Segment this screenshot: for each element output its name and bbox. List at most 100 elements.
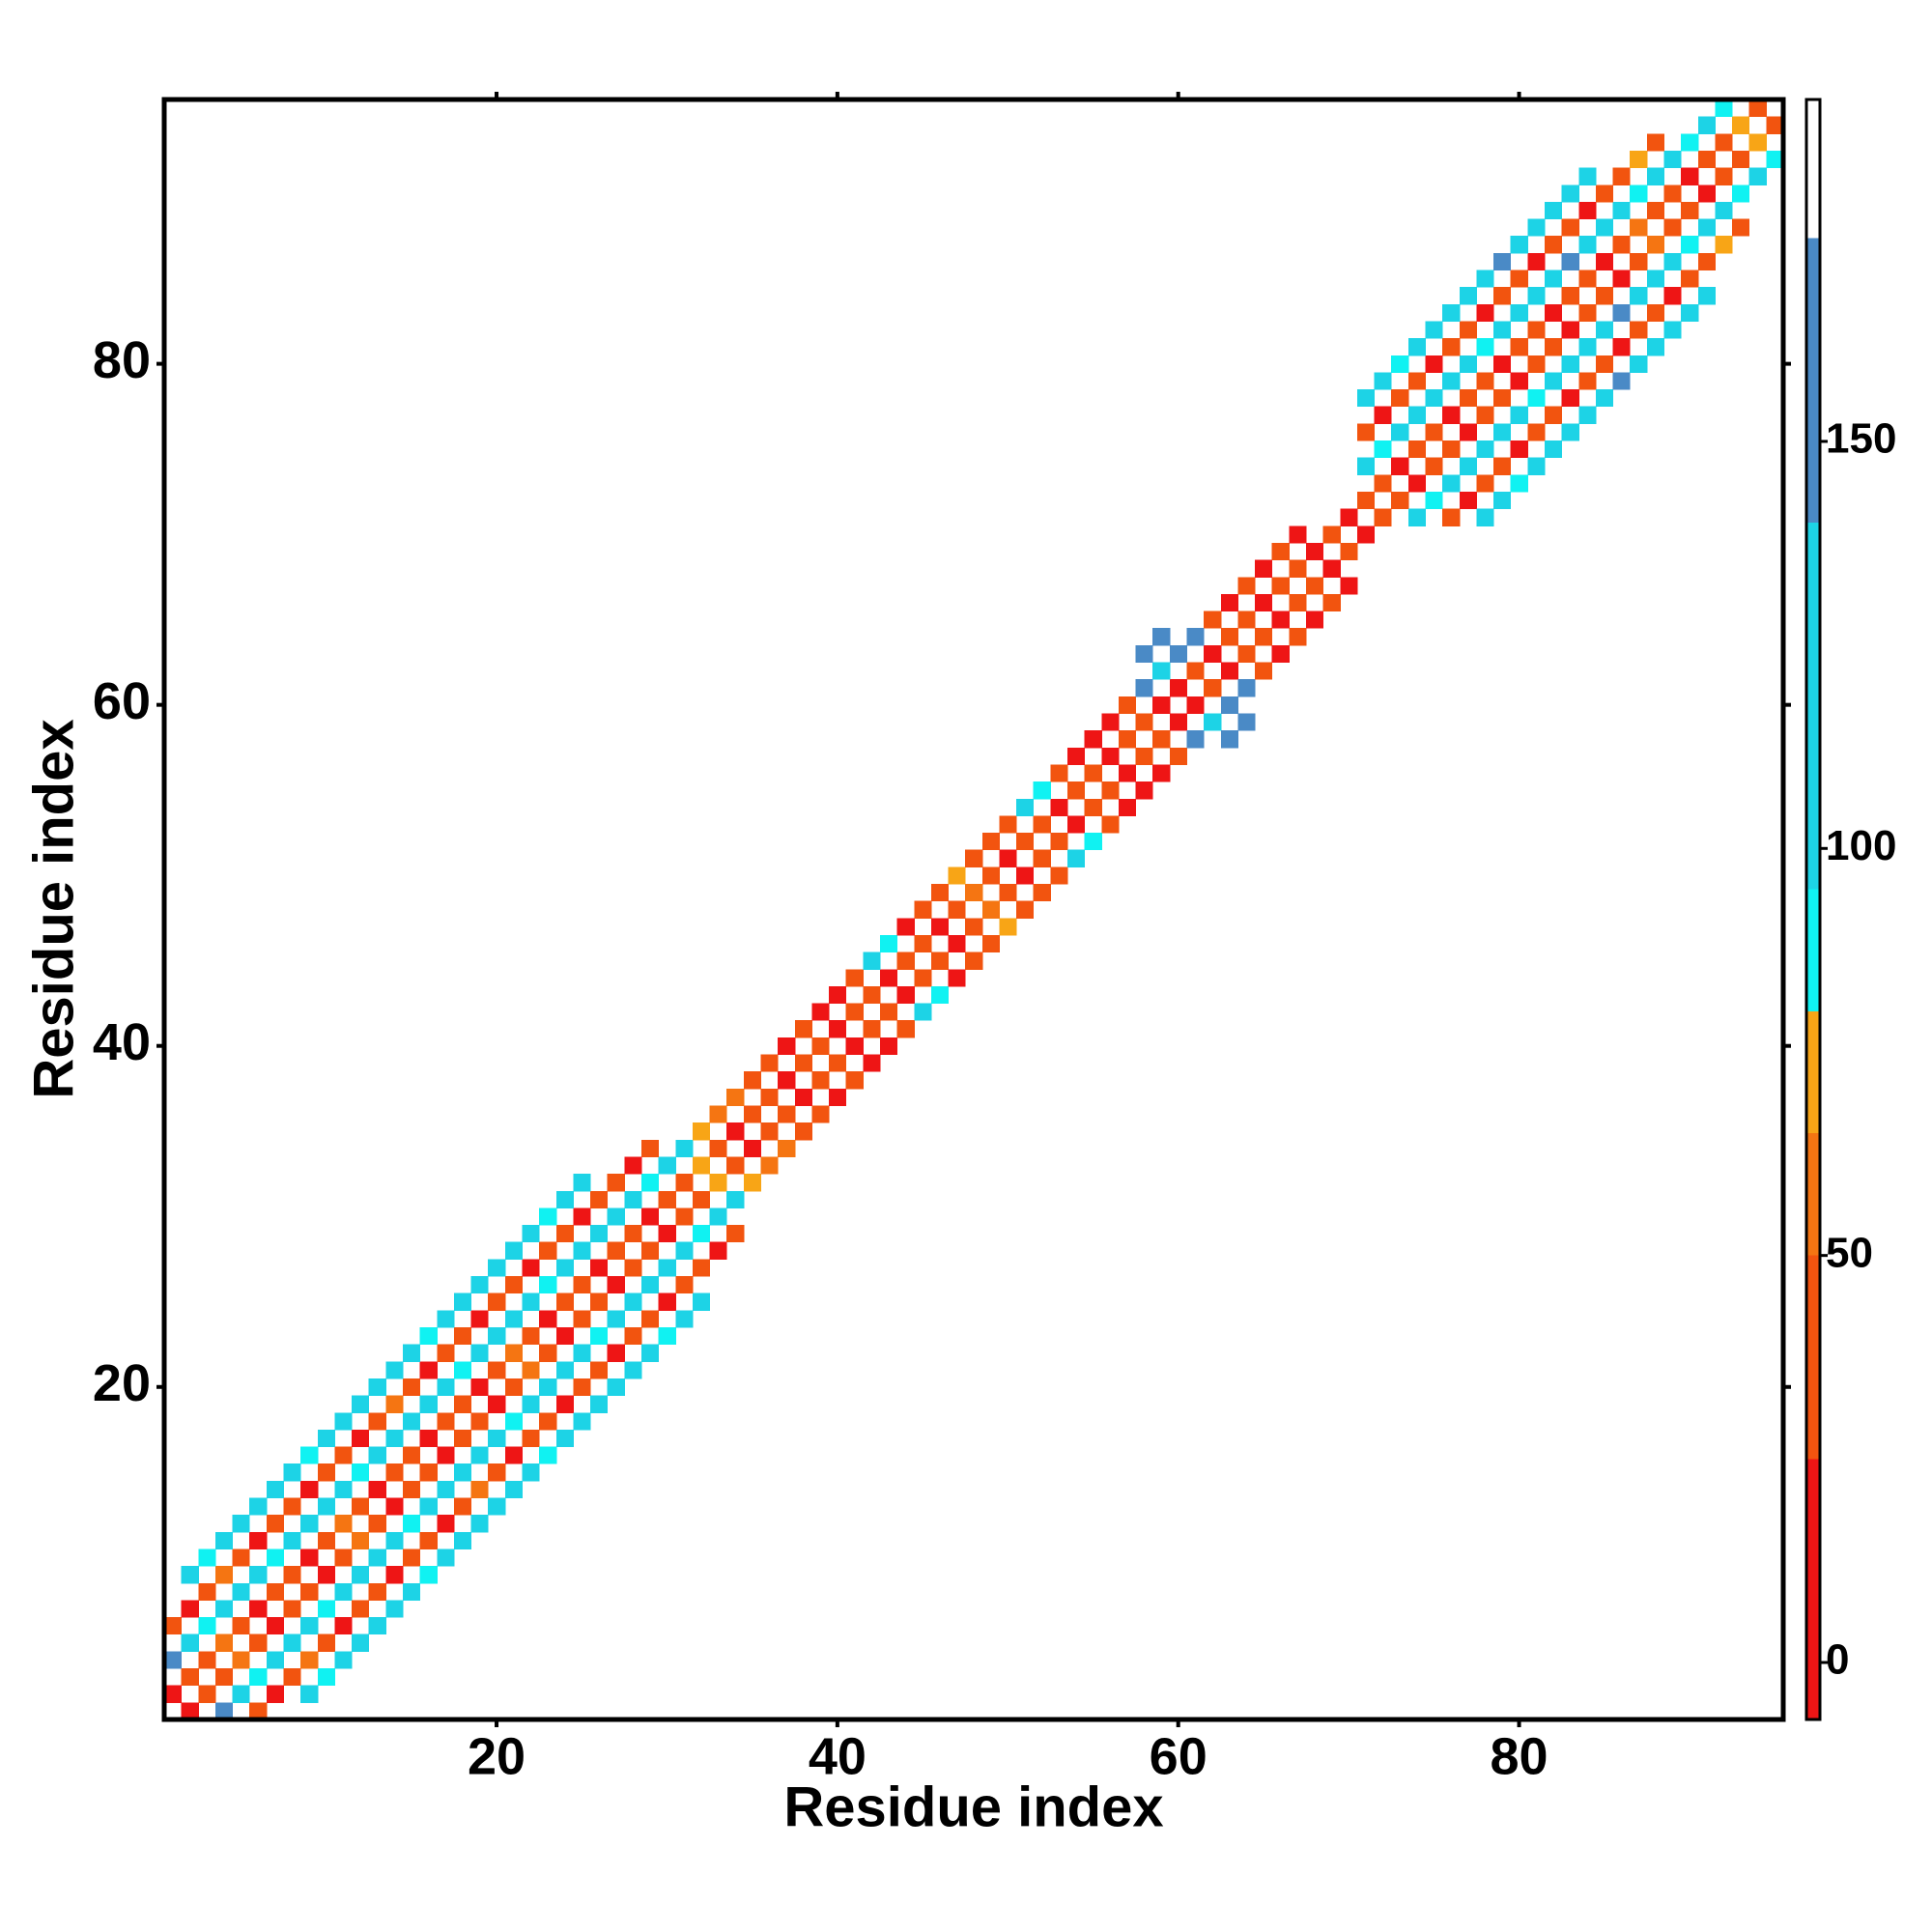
heatmap-cell xyxy=(539,1412,557,1431)
heatmap-cell xyxy=(829,1020,847,1038)
heatmap-cell xyxy=(1204,644,1222,664)
heatmap-cell xyxy=(658,1259,676,1277)
heatmap-cell xyxy=(1766,116,1784,134)
heatmap-cell xyxy=(640,1208,660,1226)
heatmap-cell xyxy=(1033,849,1051,867)
heatmap-cell xyxy=(504,1446,523,1464)
heatmap-cell xyxy=(300,1548,319,1567)
heatmap-cell xyxy=(640,1276,660,1294)
heatmap-cell xyxy=(1663,252,1682,271)
heatmap-cell xyxy=(368,1515,386,1533)
heatmap-cell xyxy=(948,969,966,987)
heatmap-cell xyxy=(1493,355,1512,373)
heatmap-cell xyxy=(573,1276,591,1294)
heatmap-cell xyxy=(1237,679,1256,697)
heatmap-cell xyxy=(1289,593,1307,612)
heatmap-cell xyxy=(692,1225,711,1243)
heatmap-cell xyxy=(1186,662,1205,680)
heatmap-cell xyxy=(334,1446,353,1464)
heatmap-cell xyxy=(607,1378,625,1397)
heatmap-cell xyxy=(1646,338,1665,356)
heatmap-cell xyxy=(334,1651,353,1669)
heatmap-cell xyxy=(488,1395,506,1413)
y-tick-label: 20 xyxy=(93,1354,151,1412)
heatmap-cell xyxy=(573,1412,591,1431)
heatmap-cell xyxy=(437,1480,455,1499)
heatmap-cell xyxy=(1510,474,1528,493)
heatmap-cell xyxy=(1459,389,1477,408)
heatmap-cell xyxy=(368,1548,386,1567)
heatmap-cell xyxy=(488,1361,506,1379)
colorbar-segment xyxy=(1806,1459,1820,1719)
heatmap-cell xyxy=(1050,867,1068,885)
heatmap-cell xyxy=(743,1105,761,1123)
heatmap-cell xyxy=(249,1531,268,1549)
heatmap-cell xyxy=(1391,389,1409,408)
heatmap-cell xyxy=(914,900,932,919)
heatmap-cell xyxy=(504,1276,523,1294)
heatmap-cell xyxy=(1663,185,1682,203)
x-axis-label: Residue index xyxy=(783,1776,1163,1838)
heatmap-cell xyxy=(402,1515,421,1533)
heatmap-cell xyxy=(624,1259,642,1277)
heatmap-cell xyxy=(266,1651,284,1669)
heatmap-cell xyxy=(539,1276,557,1294)
heatmap-cell xyxy=(1697,150,1716,169)
heatmap-cell xyxy=(402,1548,421,1567)
heatmap-cell xyxy=(1545,406,1563,424)
heatmap-cell xyxy=(1578,406,1597,424)
heatmap-cell xyxy=(1630,355,1648,373)
heatmap-cell xyxy=(164,1651,183,1669)
heatmap-cell xyxy=(1118,730,1137,749)
heatmap-cell xyxy=(1681,201,1699,220)
heatmap-cell xyxy=(555,1259,574,1277)
heatmap-cell xyxy=(981,833,1000,851)
heatmap-cell xyxy=(1407,440,1427,459)
heatmap-cell xyxy=(198,1685,216,1703)
heatmap-cell xyxy=(470,1344,489,1362)
heatmap-cell xyxy=(317,1634,335,1652)
heatmap-cell xyxy=(1545,338,1563,356)
heatmap-cell xyxy=(1630,252,1648,271)
heatmap-cell xyxy=(1220,730,1238,749)
heatmap-cell xyxy=(1681,303,1699,322)
heatmap-cell xyxy=(1715,236,1733,254)
heatmap-cell xyxy=(453,1429,472,1448)
heatmap-cell xyxy=(402,1344,421,1362)
heatmap-cell xyxy=(794,1020,812,1038)
heatmap-cell xyxy=(658,1190,676,1208)
heatmap-cell xyxy=(1595,287,1614,305)
heatmap-cell xyxy=(181,1634,199,1652)
heatmap-cell xyxy=(1442,440,1461,459)
heatmap-cell xyxy=(1135,747,1153,765)
heatmap-cell xyxy=(1476,338,1494,356)
heatmap-cell xyxy=(573,1378,591,1397)
heatmap-cell xyxy=(1237,644,1256,664)
heatmap-cell xyxy=(607,1208,625,1226)
heatmap-cell xyxy=(249,1600,268,1618)
heatmap-cell xyxy=(1271,542,1290,561)
heatmap-cell xyxy=(607,1276,625,1294)
heatmap-cell xyxy=(1033,884,1051,902)
heatmap-cell xyxy=(300,1515,319,1533)
heatmap-cell xyxy=(1595,389,1614,408)
heatmap-cell xyxy=(334,1412,353,1431)
heatmap-cell xyxy=(726,1088,745,1107)
heatmap-cell xyxy=(368,1582,386,1601)
heatmap-cell xyxy=(1289,526,1307,544)
heatmap-cell xyxy=(1169,679,1188,697)
heatmap-cell xyxy=(249,1497,268,1516)
heatmap-cell xyxy=(437,1446,455,1464)
heatmap-cell xyxy=(981,867,1000,885)
heatmap-cell xyxy=(232,1515,250,1533)
heatmap-cell xyxy=(1356,457,1376,475)
heatmap-cell xyxy=(896,985,915,1005)
heatmap-cell xyxy=(198,1651,216,1669)
heatmap-cell xyxy=(914,1003,932,1021)
heatmap-cell xyxy=(1561,252,1579,271)
heatmap-cell xyxy=(1630,218,1648,237)
heatmap-cell xyxy=(1220,593,1238,612)
heatmap-cell xyxy=(1204,611,1222,629)
heatmap-cell xyxy=(470,1446,489,1464)
